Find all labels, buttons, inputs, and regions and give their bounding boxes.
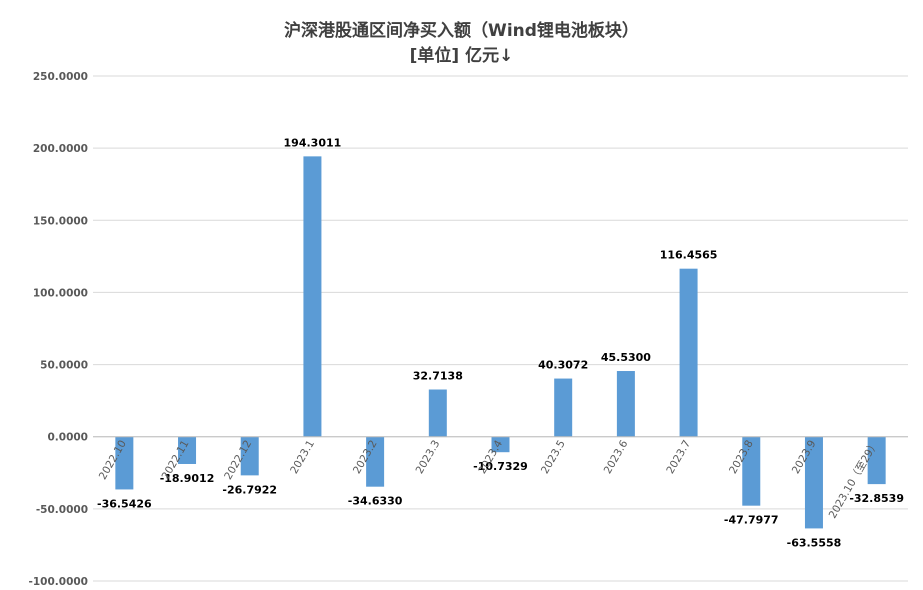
data-label: 194.3011 bbox=[284, 136, 342, 149]
y-tick-label: 200.0000 bbox=[33, 143, 88, 155]
bar bbox=[366, 436, 385, 487]
bar bbox=[804, 436, 823, 529]
bar bbox=[491, 436, 510, 453]
bar bbox=[554, 378, 573, 437]
y-tick-label: 150.0000 bbox=[33, 215, 88, 227]
bar bbox=[303, 156, 322, 437]
y-tick-label: 100.0000 bbox=[33, 287, 88, 299]
data-label: 40.3072 bbox=[538, 359, 588, 372]
bar bbox=[867, 436, 886, 485]
y-tick-label: 0.0000 bbox=[47, 432, 88, 444]
x-tick-label: 2023.6 bbox=[602, 438, 631, 476]
bar bbox=[115, 436, 134, 490]
y-tick-label: 250.0000 bbox=[33, 71, 88, 83]
data-label: -26.7922 bbox=[222, 483, 277, 496]
data-label: 45.5300 bbox=[601, 351, 651, 364]
data-label: 116.4565 bbox=[660, 249, 718, 262]
data-label: -36.5426 bbox=[97, 497, 152, 510]
chart-title: 沪深港股通区间净买入额（Wind锂电池板块） bbox=[284, 21, 639, 41]
bar bbox=[616, 371, 635, 437]
x-tick-label: 2023.7 bbox=[664, 438, 693, 476]
data-label: 32.7138 bbox=[413, 370, 463, 383]
data-label: -18.9012 bbox=[160, 472, 215, 485]
x-tick-label: 2023.1 bbox=[288, 438, 317, 476]
bar bbox=[679, 268, 698, 437]
data-label: -47.7977 bbox=[724, 514, 779, 527]
bar bbox=[240, 436, 259, 476]
bar bbox=[742, 436, 761, 506]
y-tick-label: -100.0000 bbox=[29, 576, 89, 588]
data-label: -34.6330 bbox=[348, 495, 403, 508]
data-label: -63.5558 bbox=[787, 536, 842, 549]
y-tick-label: 50.0000 bbox=[40, 360, 88, 372]
x-tick-label: 2023.3 bbox=[414, 438, 443, 476]
y-tick-label: -50.0000 bbox=[36, 504, 88, 516]
bar bbox=[428, 389, 447, 437]
x-tick-label: 2023.5 bbox=[539, 438, 568, 476]
chart-subtitle: [单位] 亿元↓ bbox=[409, 46, 514, 66]
data-label: -10.7329 bbox=[473, 460, 528, 473]
bar bbox=[178, 436, 197, 464]
data-label: -32.8539 bbox=[849, 492, 904, 505]
